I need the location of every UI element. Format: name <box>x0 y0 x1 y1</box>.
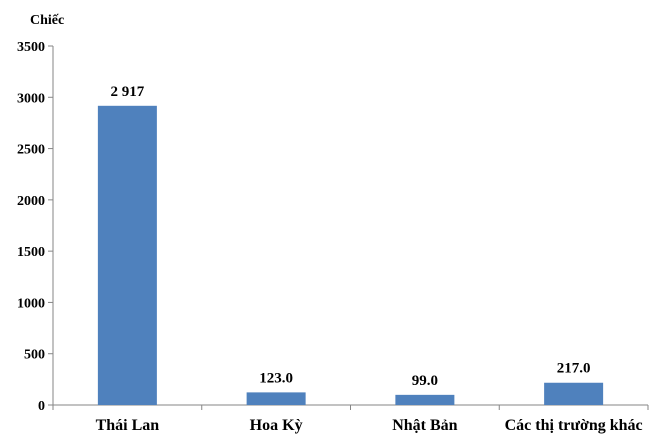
bar <box>544 382 604 405</box>
y-axis-ticks: 0 500 1000 1500 2000 2500 3000 3500 <box>17 40 53 414</box>
bar <box>246 392 306 405</box>
y-tick-label: 3500 <box>17 40 45 55</box>
x-axis-ticks: Thái Lan Hoa Kỳ Nhật Bản Các thị trường khá… <box>96 417 643 434</box>
x-tick-label: Thái Lan <box>96 417 160 434</box>
data-labels: 2 917 123.0 99.0 217.0 <box>111 84 591 389</box>
x-tick-label: Hoa Kỳ <box>250 417 303 434</box>
data-label: 2 917 <box>111 84 145 100</box>
bars <box>97 105 604 406</box>
y-tick-label: 1000 <box>17 296 45 311</box>
y-tick-label: 1500 <box>17 245 45 260</box>
y-tick-label: 2500 <box>17 143 45 158</box>
y-tick-label: 500 <box>24 348 45 363</box>
x-tick-label: Các thị trường khác <box>505 417 643 434</box>
y-tick-label: 3000 <box>17 91 45 106</box>
y-axis-unit-label: Chiếc <box>30 13 64 28</box>
data-label: 217.0 <box>557 361 591 377</box>
data-label: 123.0 <box>259 370 293 386</box>
y-tick-label: 2000 <box>17 194 45 209</box>
x-tick-label: Nhật Bản <box>392 417 457 434</box>
y-tick-label: 0 <box>38 399 45 414</box>
bar <box>97 105 157 406</box>
bar <box>395 394 455 405</box>
data-label: 99.0 <box>412 373 438 389</box>
